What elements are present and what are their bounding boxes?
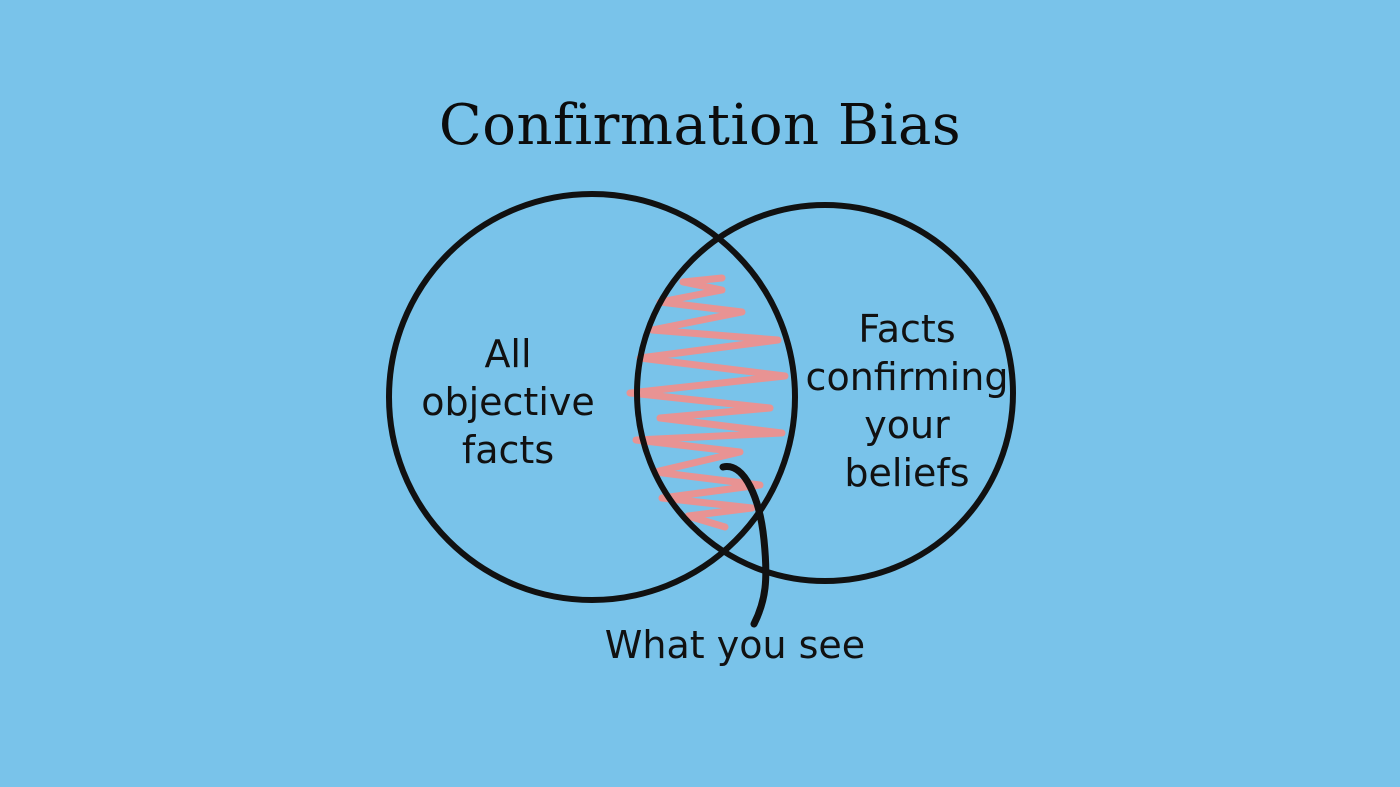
left-set-label: All objective facts [408,330,608,474]
right-set-label-line: confirming [805,355,1009,399]
right-set-label: Facts confirming your beliefs [792,305,1022,497]
intersection-scribble [626,274,789,531]
right-set-label-line: beliefs [844,451,970,495]
left-set-label-line: facts [461,428,555,472]
pointer-line [719,463,770,628]
left-set-label-line: objective [421,380,595,424]
left-set-circle [386,191,798,603]
right-set-label-line: your [864,403,950,447]
diagram-title: Confirmation Bias [438,93,962,158]
right-set-label-line: Facts [858,307,956,351]
right-set-circle [634,202,1016,584]
left-set-label-line: All [484,332,532,376]
intersection-label: What you see [604,623,866,667]
